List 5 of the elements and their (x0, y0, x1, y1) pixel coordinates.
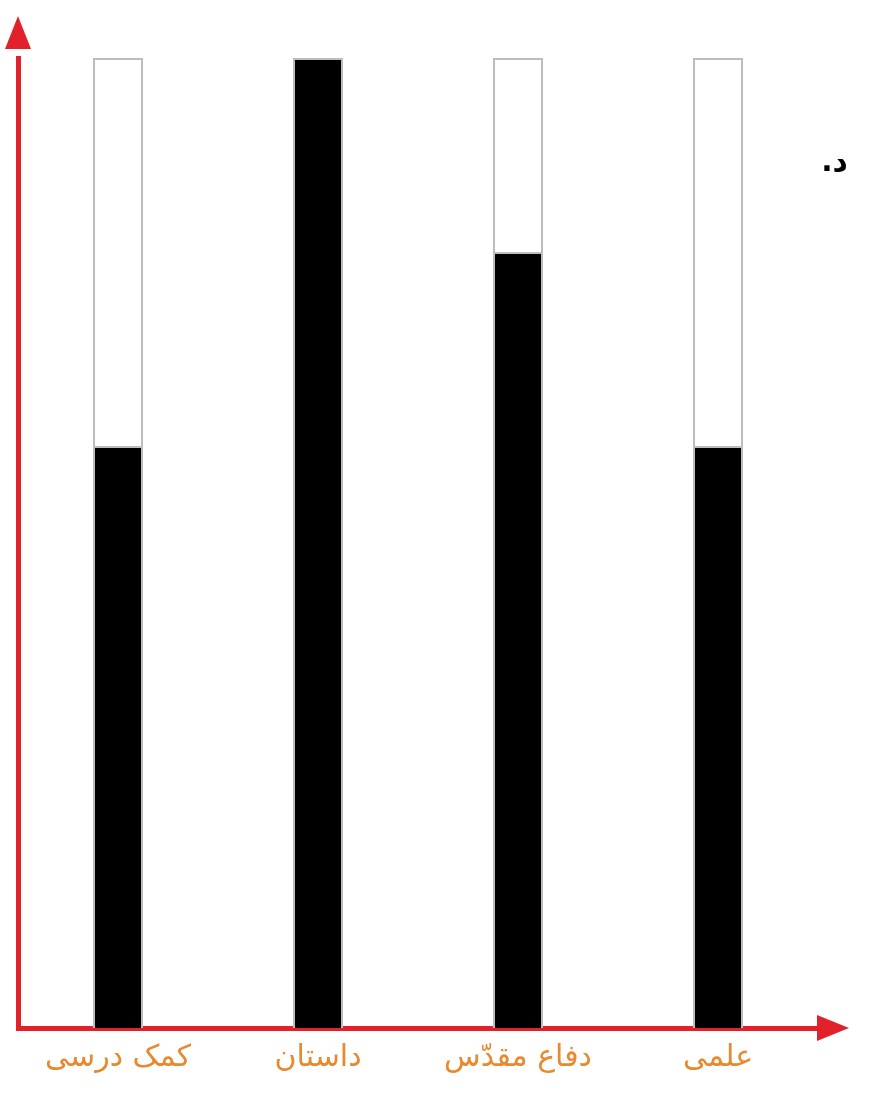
x-tick-label: داستان (274, 1037, 362, 1073)
x-tick-label: کمک درسی (44, 1037, 192, 1073)
x-tick-label: علمی (682, 1037, 754, 1073)
text: د. (821, 143, 848, 178)
x-tick-label: دفاع مقدّس (444, 1037, 592, 1073)
